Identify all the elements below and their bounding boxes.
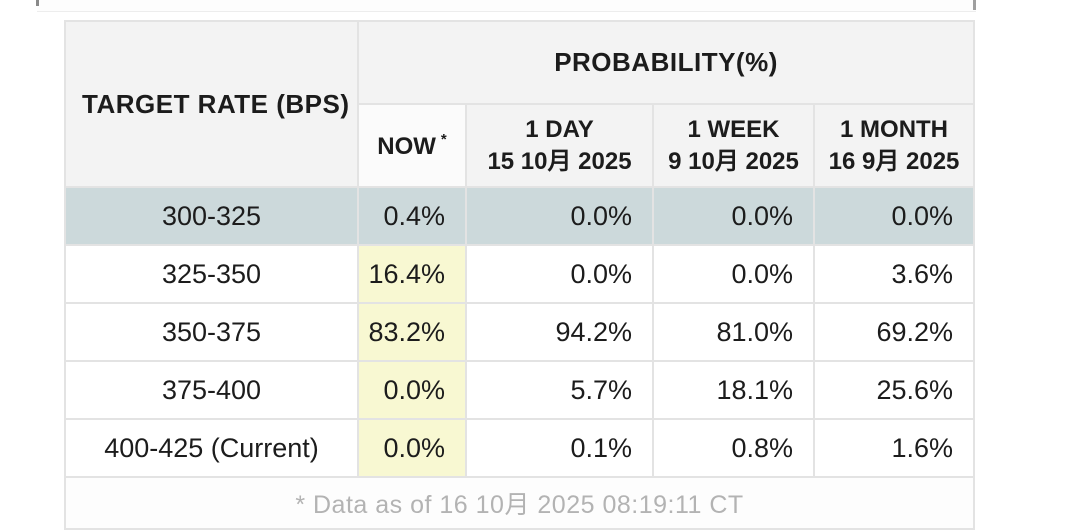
column-header-1-month: 1 MONTH 16 9月 2025 [812, 103, 976, 188]
now-footnote-marker: * [440, 130, 447, 148]
week-cell: 81.0% [652, 302, 815, 362]
column-header-1-day: 1 DAY 15 10月 2025 [465, 103, 654, 188]
day-cell: 0.1% [465, 418, 654, 478]
month-cell: 69.2% [812, 302, 976, 362]
period-date: 15 10月 2025 [487, 147, 632, 175]
rate-cell: 400-425 (Current) [64, 418, 359, 478]
edge-artifact-left [36, 0, 39, 6]
rate-cell: 350-375 [64, 302, 359, 362]
month-cell: 0.0% [812, 186, 976, 246]
week-cell: 18.1% [652, 360, 815, 420]
period-label: 1 MONTH [840, 116, 949, 144]
table-row-400-425-current: 400-425 (Current) 0.0% 0.1% 0.8% 1.6% [64, 418, 976, 478]
period-label: 1 DAY [525, 116, 594, 144]
now-cell: 83.2% [357, 302, 467, 362]
rate-cell: 325-350 [64, 244, 359, 304]
column-header-probability: PROBABILITY(%) [356, 20, 976, 105]
now-cell: 0.0% [357, 360, 467, 420]
rate-cell: 375-400 [64, 360, 359, 420]
day-cell: 0.0% [465, 186, 654, 246]
top-edge-strip [37, 0, 976, 12]
now-cell: 0.0% [357, 418, 467, 478]
column-header-target-rate: TARGET RATE (BPS) [64, 20, 359, 188]
column-header-1-week: 1 WEEK 9 10月 2025 [652, 103, 815, 188]
column-header-now: NOW * [357, 103, 467, 188]
header-row-top: TARGET RATE (BPS) PROBABILITY(%) [64, 20, 976, 188]
week-cell: 0.0% [652, 186, 815, 246]
week-cell: 0.8% [652, 418, 815, 478]
now-label: NOW [377, 132, 436, 160]
rate-cell: 300-325 [64, 186, 359, 246]
period-date: 16 9月 2025 [828, 147, 960, 175]
now-cell: 0.4% [357, 186, 467, 246]
rate-probability-table: TARGET RATE (BPS) PROBABILITY(%) NOW * 1 … [63, 20, 976, 530]
header-row-periods: NOW * 1 DAY 15 10月 2025 1 WEEK 9 10月 2025… [65, 103, 976, 188]
period-date: 9 10月 2025 [668, 147, 799, 175]
day-cell: 94.2% [465, 302, 654, 362]
month-cell: 3.6% [812, 244, 976, 304]
table-row-300-325: 300-325 0.4% 0.0% 0.0% 0.0% [64, 186, 976, 246]
week-cell: 0.0% [652, 244, 815, 304]
table-row-325-350: 325-350 16.4% 0.0% 0.0% 3.6% [64, 244, 976, 304]
day-cell: 5.7% [465, 360, 654, 420]
month-cell: 25.6% [812, 360, 976, 420]
table-row-375-400: 375-400 0.0% 5.7% 18.1% 25.6% [64, 360, 976, 420]
table-row-350-375: 350-375 83.2% 94.2% 81.0% 69.2% [64, 302, 976, 362]
month-cell: 1.6% [812, 418, 976, 478]
day-cell: 0.0% [465, 244, 654, 304]
period-label: 1 WEEK [687, 116, 780, 144]
footer-row: * Data as of 16 10月 2025 08:19:11 CT [63, 476, 976, 530]
data-as-of-note: * Data as of 16 10月 2025 08:19:11 CT [63, 476, 976, 530]
now-cell: 16.4% [357, 244, 467, 304]
edge-artifact-right [973, 0, 976, 10]
